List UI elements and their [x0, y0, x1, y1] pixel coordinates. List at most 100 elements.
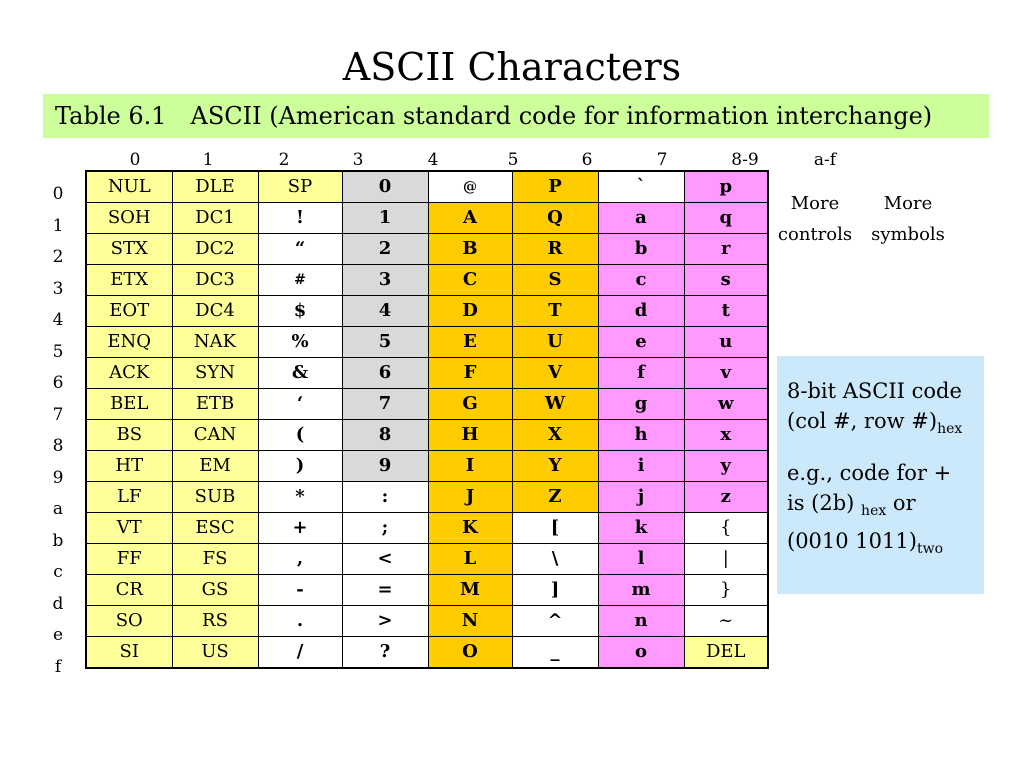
ascii-cell: EOT — [85, 295, 173, 327]
ascii-cell: < — [341, 543, 429, 575]
ascii-cell: V — [511, 357, 599, 389]
ascii-cell: x — [683, 419, 769, 451]
note-line-2-subscript: hex — [937, 421, 963, 438]
ascii-cell: H — [427, 419, 513, 451]
ascii-cell: o — [597, 636, 685, 669]
table-number: Table 6.1 — [55, 102, 167, 130]
table-row: VT ESC +; K[k{ — [85, 512, 769, 544]
ascii-cell: 3 — [341, 264, 429, 296]
ascii-cell: k — [597, 512, 685, 544]
ascii-cell: 5 — [341, 326, 429, 358]
note-line-5: (0010 1011) — [787, 529, 917, 554]
ascii-cell: l — [597, 543, 685, 575]
ascii-cell: 1 — [341, 202, 429, 234]
ascii-cell: s — [683, 264, 769, 296]
more-symbols-line1: More — [883, 193, 933, 214]
ascii-cell: SI — [85, 636, 173, 669]
ascii-cell: v — [683, 357, 769, 389]
row-header: 4 — [52, 310, 64, 330]
ascii-cell: Z — [511, 481, 599, 513]
ascii-cell: N — [427, 605, 513, 637]
ascii-cell: j — [597, 481, 685, 513]
ascii-cell: i — [597, 450, 685, 482]
ascii-cell: T — [511, 295, 599, 327]
ascii-cell: ! — [257, 202, 343, 234]
ascii-cell: F — [427, 357, 513, 389]
ascii-cell: ~ — [683, 605, 769, 637]
column-header-0: 0 — [129, 150, 141, 170]
ascii-cell: CAN — [171, 419, 259, 451]
ascii-cell: STX — [85, 233, 173, 265]
ascii-cell: $ — [257, 295, 343, 327]
ascii-cell: E — [427, 326, 513, 358]
column-header-8-9: 8-9 — [731, 150, 759, 170]
ascii-cell: _ — [511, 636, 599, 669]
slide-title: ASCII Characters — [342, 45, 682, 89]
ascii-cell: G — [427, 388, 513, 420]
ascii-cell: C — [427, 264, 513, 296]
note-line-2: (col #, row #) — [787, 409, 938, 433]
ascii-cell: g — [597, 388, 685, 420]
ascii-cell: ENQ — [85, 326, 173, 358]
ascii-cell: a — [597, 202, 685, 234]
ascii-cell: q — [683, 202, 769, 234]
ascii-cell: HT — [85, 450, 173, 482]
row-header: 7 — [52, 404, 64, 425]
ascii-cell: m — [597, 574, 685, 606]
ascii-cell: . — [257, 605, 343, 637]
ascii-cell: LF — [85, 481, 173, 513]
ascii-cell: NUL — [85, 170, 173, 203]
row-header: 8 — [52, 436, 64, 456]
ascii-cell: e — [597, 326, 685, 358]
ascii-cell: ( — [257, 419, 343, 451]
ascii-cell: DEL — [683, 636, 769, 669]
ascii-cell: f — [597, 357, 685, 389]
column-header-3: 3 — [352, 150, 364, 170]
table-description: ASCII (American standard code for inform… — [190, 102, 933, 130]
ascii-cell: DC1 — [171, 202, 259, 234]
ascii-cell: FF — [85, 543, 173, 575]
ascii-cell: ` — [597, 170, 685, 203]
ascii-cell: > — [341, 605, 429, 637]
column-header-a-f: a-f — [813, 150, 837, 170]
row-header: e — [52, 625, 64, 645]
ascii-cell: b — [597, 233, 685, 265]
table-row: FF FS, < L \ l | — [85, 543, 769, 575]
ascii-cell: X — [511, 419, 599, 451]
ascii-cell: % — [257, 326, 343, 358]
ascii-cell: y — [683, 450, 769, 482]
table-row: SO RS. > N ^ n ~ — [85, 605, 769, 637]
ascii-cell: } — [683, 574, 769, 606]
ascii-cell: r — [683, 233, 769, 265]
column-header-2: 2 — [278, 150, 290, 170]
note-line-4b: or — [886, 491, 916, 516]
ascii-cell: BS — [85, 419, 173, 451]
ascii-cell: I — [427, 450, 513, 482]
ascii-cell: = — [341, 574, 429, 606]
ascii-cell: EM — [171, 450, 259, 482]
ascii-cell: 4 — [341, 295, 429, 327]
note-paragraph-2: e.g., code for + is (2b) hex or (0010 10… — [787, 458, 984, 564]
ascii-cell: 9 — [341, 450, 429, 482]
ascii-cell: O — [427, 636, 513, 669]
row-header: f — [54, 656, 62, 677]
ascii-cell: DC3 — [171, 264, 259, 296]
ascii-cell: Y — [511, 450, 599, 482]
ascii-cell: A — [427, 202, 513, 234]
ascii-cell: RS — [171, 605, 259, 637]
ascii-cell: SO — [85, 605, 173, 637]
note-line-4a: is (2b) — [787, 491, 862, 516]
ascii-cell: ETX — [85, 264, 173, 296]
ascii-cell: ACK — [85, 357, 173, 389]
ascii-cell: “ — [257, 233, 343, 265]
ascii-cell: z — [683, 481, 769, 513]
ascii-cell: ; — [341, 512, 429, 544]
ascii-cell: | — [683, 543, 769, 575]
